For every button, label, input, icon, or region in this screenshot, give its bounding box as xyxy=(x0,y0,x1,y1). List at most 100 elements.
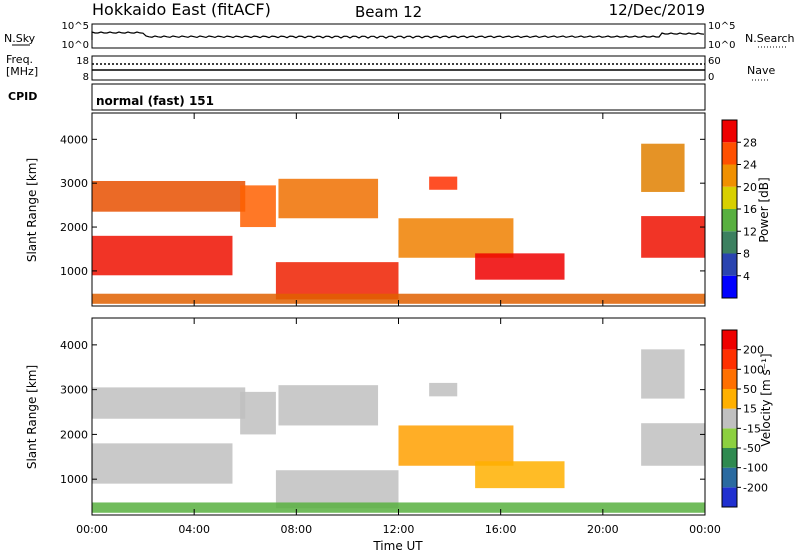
noise-left-tick-bottom: 10^0 xyxy=(62,40,89,51)
colorbar-segment xyxy=(722,467,737,488)
echo-region-3 xyxy=(278,178,379,219)
echo-region-9 xyxy=(641,143,685,192)
noise-left-tick-top: 10^5 xyxy=(62,21,89,32)
colorbar-segment xyxy=(722,428,737,448)
colorbar-segment xyxy=(722,349,737,370)
echo-region-8 xyxy=(641,423,705,466)
colorbar-segment xyxy=(722,389,737,409)
nave-tick-top: 60 xyxy=(708,56,721,67)
nsearch-label: N.Search xyxy=(745,32,795,45)
colorbar-tick-label: 16 xyxy=(743,203,757,216)
echo-region-2 xyxy=(240,185,276,228)
x-tick-label: 16:00 xyxy=(485,523,517,536)
colorbar-segment xyxy=(722,448,737,468)
x-tick-label: 08:00 xyxy=(280,523,312,536)
x-axis-label: Time UT xyxy=(372,539,423,553)
x-tick-label: 00:00 xyxy=(76,523,108,536)
y-tick-label: 4000 xyxy=(60,133,88,146)
freq-tick-top: 18 xyxy=(76,56,89,67)
colorbar-tick-label: 28 xyxy=(743,136,757,149)
colorbar-segment xyxy=(722,253,737,276)
freq-unit: [MHz] xyxy=(6,65,38,78)
cpid-strip-frame xyxy=(91,83,706,111)
colorbar-segment xyxy=(722,487,737,507)
colorbar-segment xyxy=(722,164,737,187)
echo-region-6 xyxy=(398,425,514,466)
echo-region-3 xyxy=(278,385,379,426)
velocity-ylabel: Slant Range [km] xyxy=(25,365,39,469)
echo-region-1 xyxy=(92,443,233,484)
freq-tick-bottom: 8 xyxy=(83,72,89,83)
colorbar-tick-label: 200 xyxy=(743,344,764,357)
colorbar-tick-label: 20 xyxy=(743,181,757,194)
echo-region-9 xyxy=(641,349,685,399)
echo-region-0 xyxy=(92,180,246,212)
echo-region-1 xyxy=(92,235,233,276)
echo-region-6 xyxy=(398,218,514,258)
colorbar-segment xyxy=(722,369,737,389)
y-tick-label: 1000 xyxy=(60,473,88,486)
freq-strip-frame xyxy=(91,55,706,81)
echo-region-7 xyxy=(475,253,565,280)
y-tick-label: 3000 xyxy=(60,177,88,190)
freq-label: Freq. xyxy=(6,53,33,66)
velocity-colorbar-label: Velocity [m s⁻¹] xyxy=(759,353,773,446)
colorbar-tick-label: 12 xyxy=(743,225,757,238)
scatter-layer xyxy=(92,143,705,304)
echo-region-2 xyxy=(240,391,276,435)
colorbar-segment xyxy=(722,275,737,298)
colorbar-tick-label: 4 xyxy=(743,270,750,283)
scatter-layer xyxy=(92,349,705,513)
colorbar-segment xyxy=(722,408,737,429)
colorbar-tick-label: 15 xyxy=(743,403,757,416)
echo-region-7 xyxy=(475,461,565,489)
colorbar-segment xyxy=(722,209,737,232)
echo-region-4 xyxy=(429,382,458,397)
noise-trace xyxy=(91,31,705,40)
echo-region-5 xyxy=(275,262,399,300)
y-tick-label: 3000 xyxy=(60,384,88,397)
power-panel: 1000 2000 3000 4000 4 8 12 16 20 24 28 xyxy=(60,112,757,307)
y-tick-label: 4000 xyxy=(60,339,88,352)
noise-line xyxy=(91,31,705,40)
colorbar-segment xyxy=(722,330,737,350)
echo-region-8 xyxy=(641,216,705,258)
echo-region-10 xyxy=(92,293,705,304)
colorbar-tick-label: 50 xyxy=(743,383,757,396)
x-tick-label: 04:00 xyxy=(178,523,210,536)
colorbar-segment xyxy=(722,120,737,143)
cpid-value: normal (fast) 151 xyxy=(96,94,214,108)
y-tick-label: 1000 xyxy=(60,265,88,278)
x-tick-label: 00:00 xyxy=(689,523,721,536)
colorbar-frame xyxy=(721,329,738,508)
power-colorbar-label: Power [dB] xyxy=(757,177,771,242)
nsky-label: N.Sky xyxy=(4,32,36,45)
power-ylabel: Slant Range [km] xyxy=(25,158,39,262)
y-tick-label: 2000 xyxy=(60,221,88,234)
y-tick-label: 2000 xyxy=(60,428,88,441)
colorbar-tick-label: -50 xyxy=(743,442,761,455)
colorbar-tick-label: 8 xyxy=(743,248,750,261)
colorbar-tick-label: -200 xyxy=(743,481,768,494)
noise-right-tick-top: 10^5 xyxy=(708,21,735,32)
x-tick-label: 20:00 xyxy=(587,523,619,536)
station-title: Hokkaido East (fitACF) xyxy=(92,0,271,19)
beam-title: Beam 12 xyxy=(355,3,422,21)
colorbar-segment xyxy=(722,186,737,209)
velocity-panel: 1000 2000 3000 4000 00:00 04:00 08:00 12:00 16:0… xyxy=(60,317,768,536)
echo-region-10 xyxy=(92,502,705,513)
echo-region-4 xyxy=(429,176,458,190)
colorbar-segment xyxy=(722,142,737,165)
colorbar-segment xyxy=(722,231,737,254)
colorbar-tick-label: -15 xyxy=(743,422,761,435)
nave-label: Nave xyxy=(747,64,775,77)
cpid-label: CPID xyxy=(8,90,37,103)
echo-region-5 xyxy=(275,470,399,509)
noise-right-tick-bottom: 10^0 xyxy=(708,40,735,51)
echo-region-0 xyxy=(92,387,246,419)
colorbar-tick-label: 100 xyxy=(743,363,764,376)
x-tick-label: 12:00 xyxy=(383,523,415,536)
nave-tick-bottom: 0 xyxy=(708,72,714,83)
colorbar-tick-label: 24 xyxy=(743,159,757,172)
